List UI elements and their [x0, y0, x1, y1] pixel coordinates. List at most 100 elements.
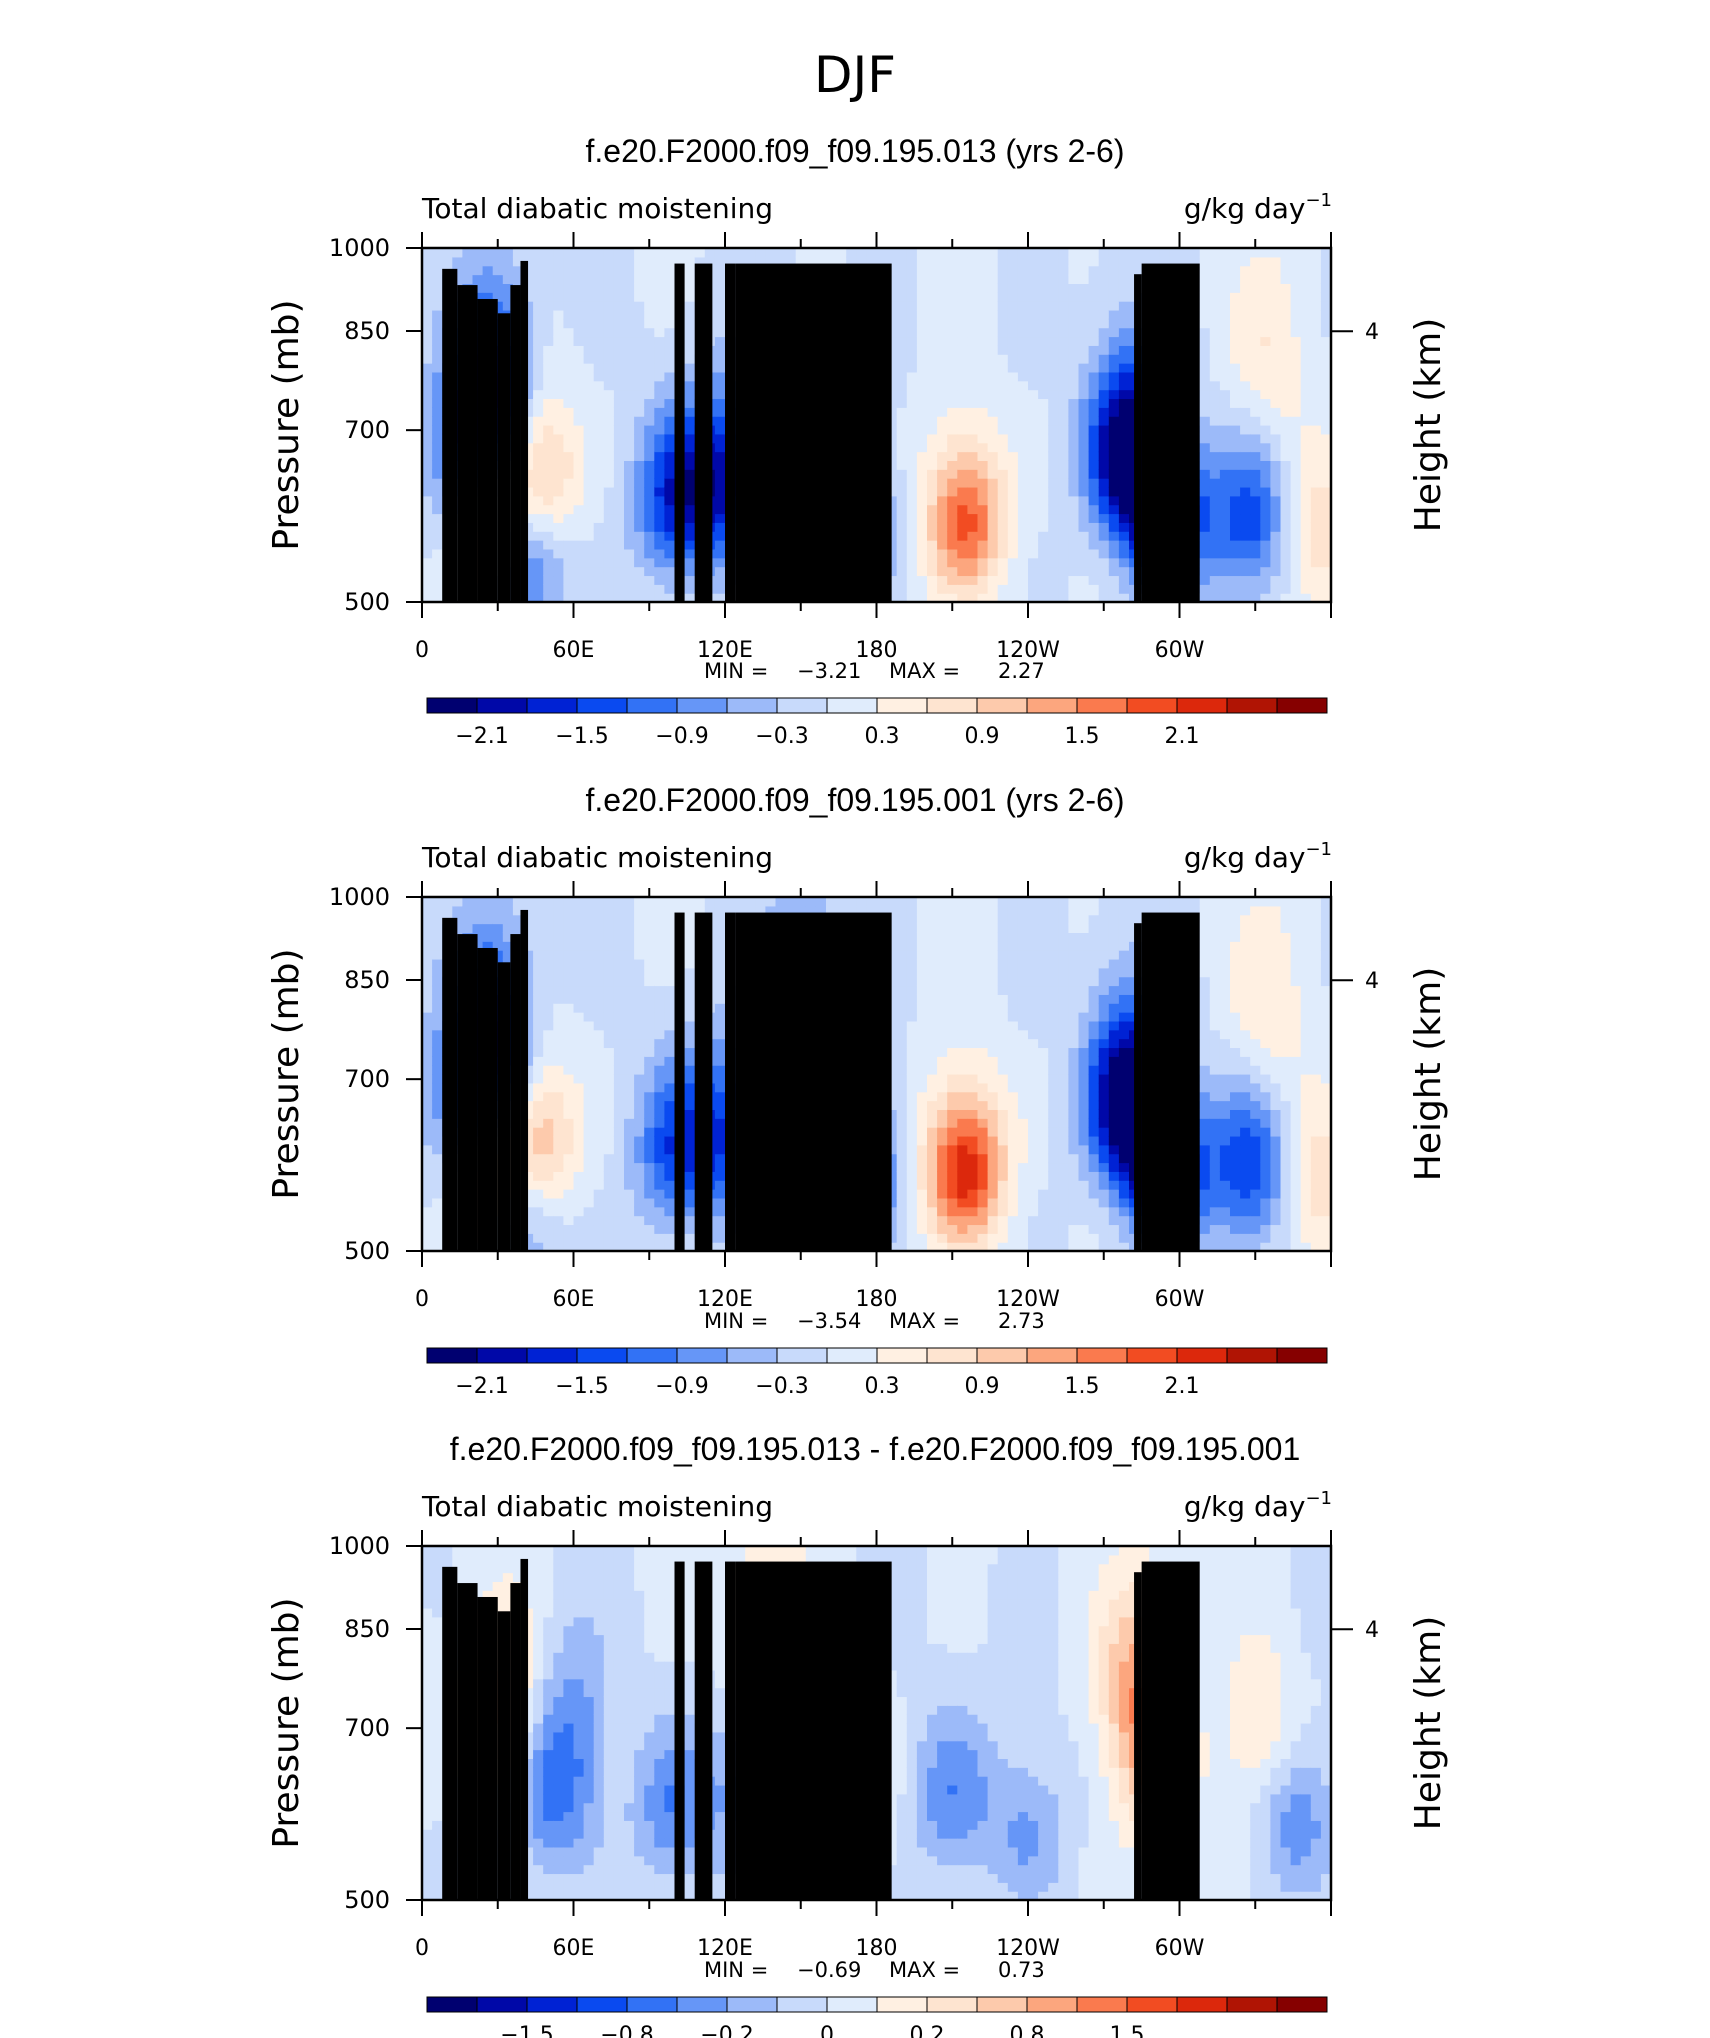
colorbar-label: −0.9 — [655, 724, 708, 749]
field-cell — [664, 1100, 676, 1110]
field-cell — [553, 1074, 564, 1084]
field-cell — [714, 495, 726, 506]
field-cell — [1058, 274, 1069, 284]
field-cell — [1048, 292, 1059, 302]
field-cell — [1038, 309, 1049, 320]
field-cell — [432, 1162, 443, 1172]
field-cell — [593, 897, 605, 907]
field-cell — [603, 274, 615, 284]
field-cell — [927, 531, 938, 541]
field-cell — [714, 941, 726, 951]
field-cell — [664, 1082, 676, 1093]
field-cell — [422, 1197, 433, 1208]
field-cell — [1017, 416, 1029, 426]
field-cell — [927, 433, 938, 444]
field-cell — [573, 486, 585, 497]
field-cell — [624, 1206, 635, 1217]
field-cell — [664, 433, 676, 444]
field-cell — [1209, 593, 1221, 602]
field-cell — [684, 897, 696, 907]
field-cell — [1028, 380, 1039, 391]
field-cell — [1108, 469, 1120, 479]
field-cell — [684, 584, 696, 594]
field-cell — [654, 1206, 665, 1217]
field-cell — [432, 283, 443, 293]
field-cell — [603, 478, 615, 488]
field-cell — [624, 1100, 635, 1110]
field-cell — [563, 958, 575, 969]
field-cell — [563, 469, 575, 479]
field-cell — [1068, 495, 1080, 506]
field-cell — [886, 380, 898, 391]
field-cell — [1240, 265, 1251, 276]
field-cell — [997, 584, 1009, 594]
field-cell — [523, 336, 534, 346]
field-cell — [432, 932, 443, 942]
field-cell — [654, 318, 665, 329]
field-cell — [977, 274, 989, 284]
field-cell — [553, 371, 564, 382]
field-cell — [624, 1162, 635, 1172]
field-cell — [593, 914, 605, 925]
field-cell — [523, 557, 534, 568]
field-cell — [1118, 327, 1130, 338]
field-cell — [644, 1038, 655, 1049]
field-cell — [1199, 256, 1211, 267]
field-cell — [634, 486, 645, 497]
field-cell — [1230, 513, 1241, 523]
field-cell — [634, 1189, 645, 1199]
field-cell — [563, 575, 575, 585]
field-cell — [896, 504, 908, 515]
field-cell — [422, 1153, 433, 1164]
field-cell — [654, 1224, 665, 1234]
field-cell — [1209, 265, 1221, 276]
field-cell — [1048, 345, 1059, 355]
field-cell — [896, 292, 908, 302]
field-cell — [714, 548, 726, 559]
field-cell — [1260, 292, 1271, 302]
field-cell — [1260, 451, 1271, 461]
field-cell — [957, 301, 968, 311]
field-cell — [533, 575, 544, 585]
field-cell — [1290, 380, 1302, 391]
field-cell — [533, 531, 544, 541]
field-cell — [1088, 301, 1100, 311]
field-cell — [937, 256, 948, 267]
field-cell — [543, 1197, 554, 1208]
field-cell — [1108, 442, 1120, 453]
field-cell — [1199, 522, 1211, 532]
topography-mask — [477, 298, 498, 602]
field-cell — [593, 283, 605, 293]
field-cell — [1199, 363, 1211, 373]
field-cell — [1068, 425, 1080, 435]
field-cell — [1118, 522, 1130, 532]
field-cell — [1038, 265, 1049, 276]
field-cell — [553, 584, 564, 594]
field-cell — [644, 327, 655, 338]
colorbar-swatch — [426, 697, 478, 714]
field-cell — [987, 566, 999, 577]
field-cell — [563, 950, 575, 960]
field-cell — [916, 469, 928, 479]
field-cell — [442, 256, 453, 267]
field-cell — [1199, 336, 1211, 346]
field-cell — [422, 451, 433, 461]
field-cell — [583, 575, 595, 585]
field-cell — [916, 265, 928, 276]
field-cell — [1240, 584, 1251, 594]
field-cell — [1058, 283, 1069, 293]
field-cell — [1118, 256, 1130, 267]
field-cell — [624, 363, 635, 373]
field-cell — [1209, 566, 1221, 577]
field-cell — [603, 433, 615, 444]
field-cell — [553, 540, 564, 550]
field-cell — [1250, 469, 1261, 479]
field-cell — [563, 540, 575, 550]
field-cell — [664, 584, 676, 594]
field-cell — [654, 1242, 665, 1251]
field-cell — [1240, 371, 1251, 382]
field-cell — [1270, 318, 1282, 329]
field-cell — [997, 389, 1009, 400]
field-cell — [634, 950, 645, 960]
field-cell — [927, 248, 938, 258]
